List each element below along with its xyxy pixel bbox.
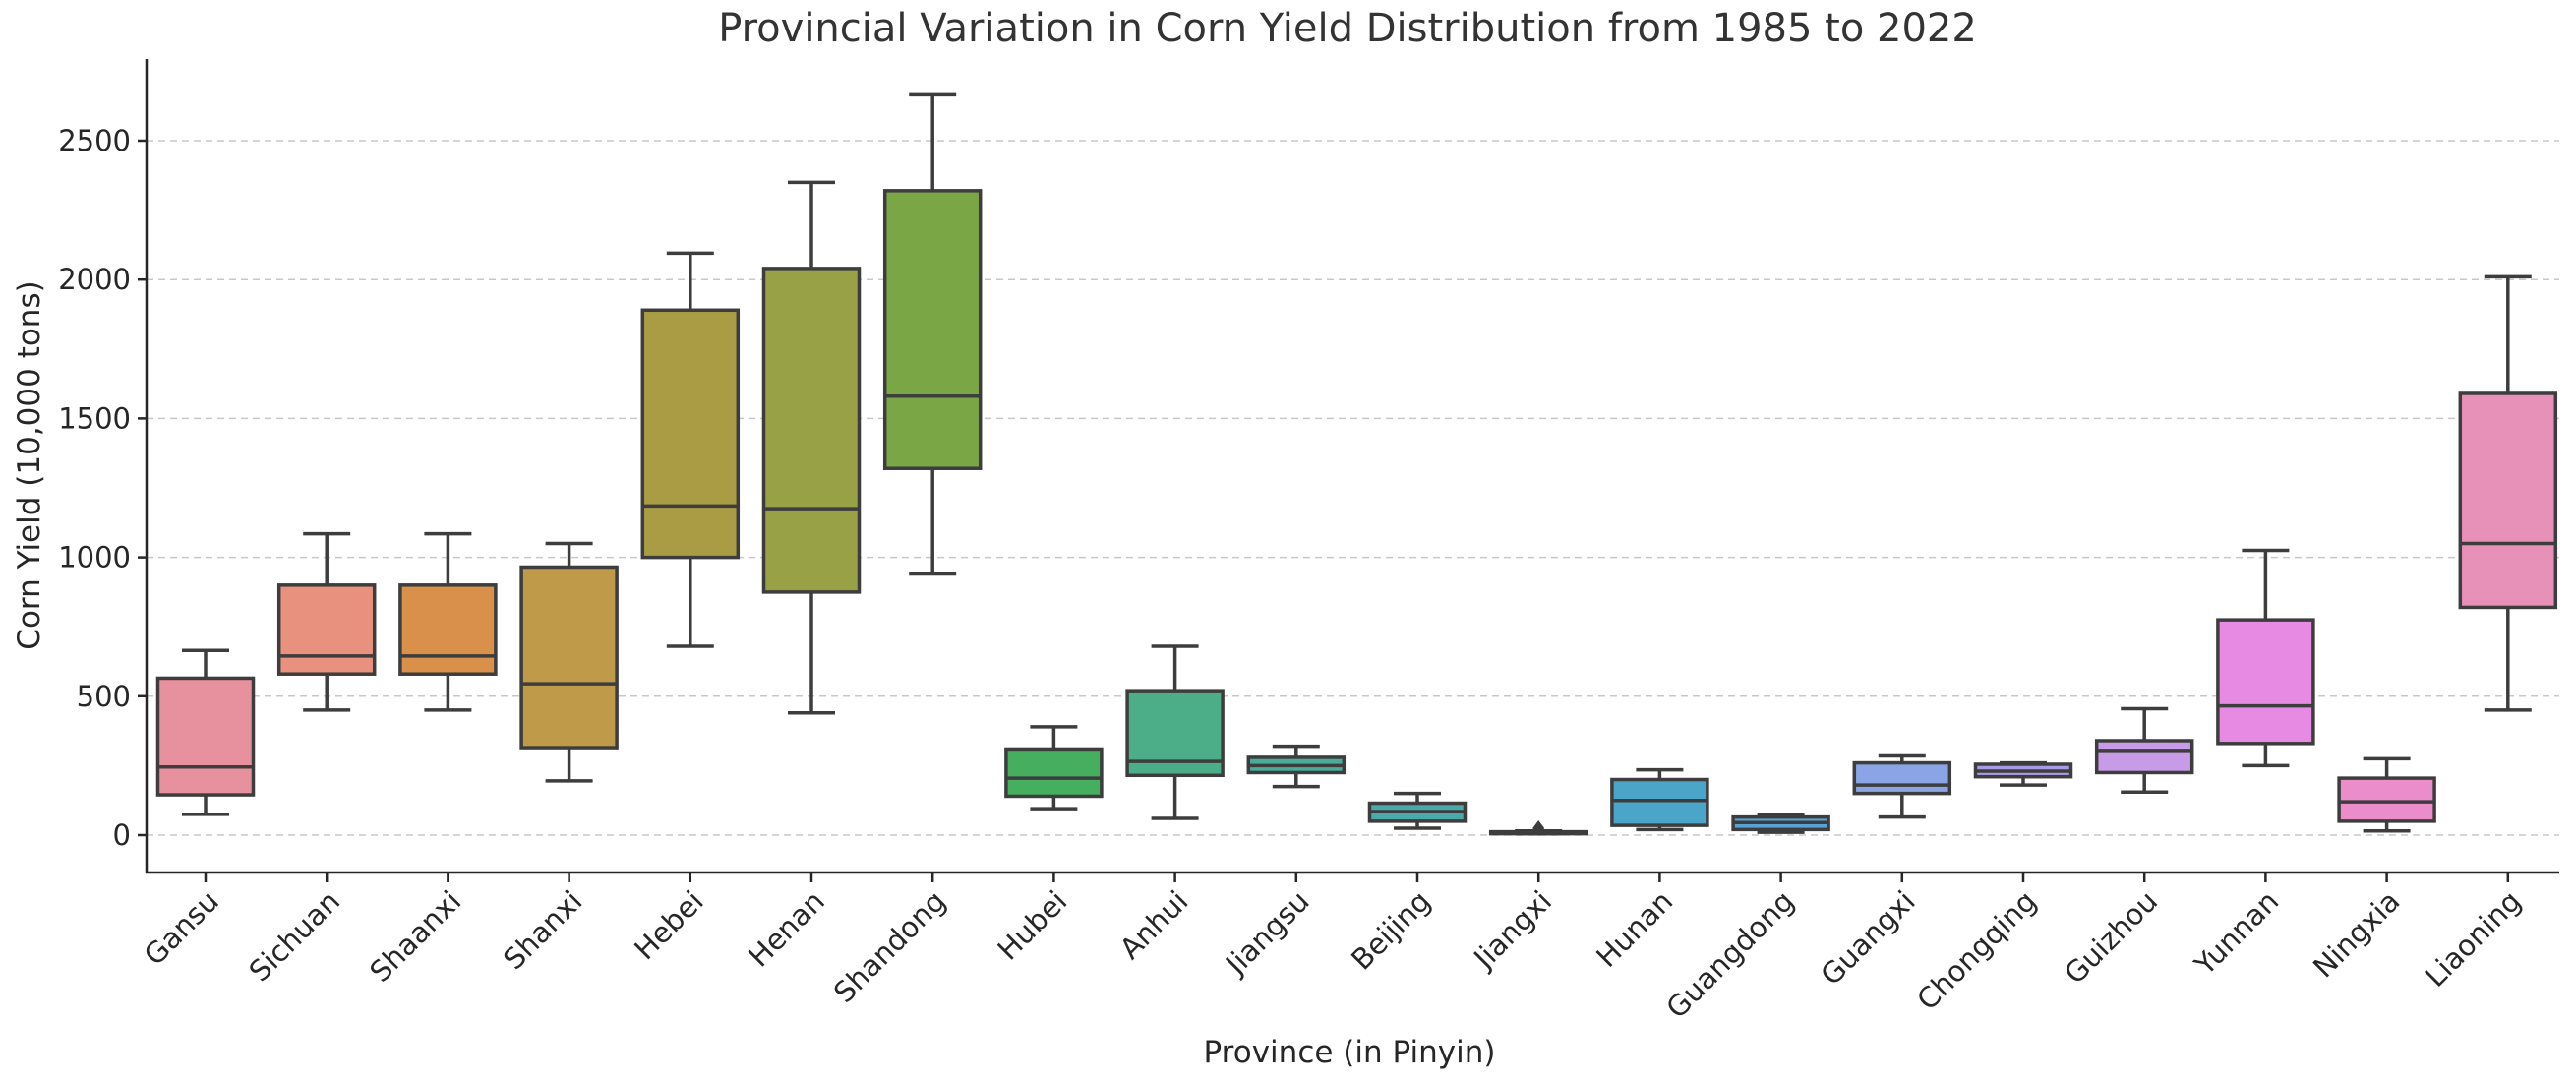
x-tick-label-shanxi: Shanxi <box>497 884 588 976</box>
box-hunan <box>1610 767 1709 832</box>
iqr-box <box>882 189 983 470</box>
grid-lines <box>147 140 2559 836</box>
y-tick-label-1500: 1500 <box>58 401 131 435</box>
box-gansu <box>155 648 256 816</box>
iqr-box <box>640 308 741 560</box>
x-axis-label: Province (in Pinyin) <box>1204 1035 1496 1070</box>
iqr-box <box>2458 391 2558 610</box>
box-shanxi <box>519 541 619 783</box>
x-tick-label-liaoning: Liaoning <box>2419 884 2528 994</box>
box-shandong <box>882 92 983 576</box>
box-hebei <box>640 251 741 648</box>
x-tick-label-hubei: Hubei <box>991 884 1074 967</box>
iqr-box <box>2094 739 2194 775</box>
iqr-box <box>1610 777 1709 827</box>
iqr-box <box>761 267 862 594</box>
box-sichuan <box>276 531 377 712</box>
box-shaanxi <box>398 531 498 712</box>
y-tick-label-1000: 1000 <box>58 541 131 574</box>
box-yunnan <box>2216 548 2315 768</box>
x-tick-label-anhui: Anhui <box>1113 884 1195 966</box>
chart-title: Provincial Variation in Corn Yield Distr… <box>718 6 1977 51</box>
y-tick-label-500: 500 <box>77 680 131 713</box>
box-jiangsu <box>1246 744 1347 789</box>
x-tick-label-hunan: Hunan <box>1589 884 1679 974</box>
x-tick-label-guizhou: Guizhou <box>2058 884 2164 991</box>
x-tick-label-shaanxi: Shaanxi <box>363 884 467 989</box>
iqr-box <box>1004 747 1104 799</box>
x-tick-label-gansu: Gansu <box>138 884 225 972</box>
iqr-box <box>2337 776 2436 823</box>
x-tick-label-beijing: Beijing <box>1345 884 1437 977</box>
x-tick-label-jiangxi: Jiangxi <box>1467 884 1559 977</box>
box-anhui <box>1125 644 1225 820</box>
x-tick-label-guangdong: Guangdong <box>1659 884 1800 1025</box>
y-axis-label: Corn Yield (10,000 tons) <box>12 280 47 649</box>
x-tick-label-jiangsu: Jiangsu <box>1218 884 1315 982</box>
y-tick-label-2000: 2000 <box>58 263 131 296</box>
y-axis-ticks: 0 500 1000 1500 2000 2500 <box>58 124 147 852</box>
iqr-box <box>519 565 619 750</box>
box-guangxi <box>1852 753 1952 819</box>
x-tick-label-henan: Henan <box>742 884 831 974</box>
boxes <box>155 92 2558 836</box>
iqr-box <box>155 676 256 797</box>
x-tick-label-hebei: Hebei <box>628 884 709 966</box>
y-tick-label-2500: 2500 <box>58 124 131 157</box>
box-guangdong <box>1731 813 1830 834</box>
x-axis-ticks: Gansu Sichuan Shaanxi Shanxi Hebei HenanShand… <box>138 873 2528 1025</box>
box-chongqing <box>1973 760 2073 787</box>
x-tick-label-sichuan: Sichuan <box>243 884 347 989</box>
x-tick-label-ningxia: Ningxia <box>2306 884 2406 984</box>
box-hubei <box>1004 725 1104 811</box>
box-liaoning <box>2458 274 2558 712</box>
x-tick-label-guangxi: Guangxi <box>1814 884 1921 992</box>
x-tick-label-shandong: Shandong <box>827 884 952 1009</box>
box-ningxia <box>2337 756 2436 833</box>
box-jiangxi <box>1488 819 1588 836</box>
box-guizhou <box>2094 706 2194 794</box>
x-tick-label-chongqing: Chongqing <box>1910 884 2043 1017</box>
y-tick-label-0: 0 <box>113 818 131 852</box>
outlier-marker <box>1532 819 1545 836</box>
iqr-box <box>2216 618 2315 746</box>
iqr-box <box>1852 760 1952 796</box>
x-tick-label-yunnan: Yunnan <box>2187 884 2285 982</box>
box-beijing <box>1367 791 1468 830</box>
box-henan <box>761 180 862 715</box>
iqr-box <box>398 583 498 676</box>
iqr-box <box>276 583 377 676</box>
